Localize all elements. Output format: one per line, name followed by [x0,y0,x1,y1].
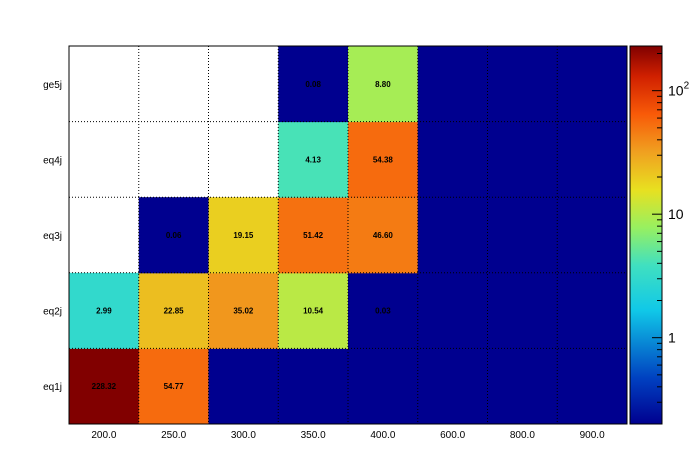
y-tick-label: eq4j [43,155,62,166]
heatmap-cell [487,197,558,274]
cell-value-label: 0.03 [375,307,391,316]
cell-value-label: 35.02 [233,307,254,316]
plot-frame [68,45,628,425]
y-tick-label: eq2j [43,307,62,318]
heatmap-cell [348,121,419,198]
x-tick-label: 900.0 [580,430,605,441]
cell-value-label: 2.99 [96,307,112,316]
cell-value-label: 54.38 [373,155,394,164]
x-tick-label: 600.0 [440,430,465,441]
heatmap-cell [278,197,349,274]
heatmap-cell [557,272,628,349]
x-tick-label: 800.0 [510,430,535,441]
heatmap-cell [557,121,628,198]
heatmap-cell [69,272,140,349]
heatmap-cell [278,348,349,425]
heatmap-cell [138,272,209,349]
heatmap-cell [208,272,279,349]
heatmap-cell [417,348,488,425]
heatmap-cell [417,272,488,349]
heatmap-cell [487,348,558,425]
heatmap-cell [348,272,419,349]
color-scale-tick-exponent: 2 [684,81,690,92]
cell-value-label: 0.06 [166,231,182,240]
heatmap-cell [208,348,279,425]
color-scale-tick-label: 10 [668,206,684,222]
cell-value-label: 22.85 [164,307,185,316]
color-scale-tick-label: 102 [668,81,690,99]
y-tick-label: eq1j [43,382,62,393]
cell-value-label: 46.60 [373,231,394,240]
heatmap-cell [278,46,349,123]
heatmap-cell [417,197,488,274]
heatmap-cell [487,46,558,123]
cell-value-label: 0.08 [305,80,321,89]
heatmap-cell [138,348,209,425]
cell-value-labels: 228.32 54.77 2.99 22.85 35.02 10.54 0.03 0.06 19… [92,80,394,391]
heatmap-cell [278,121,349,198]
cell-value-label: 228.32 [92,382,117,391]
cell-value-label: 10.54 [303,307,324,316]
x-tick-label: 250.0 [161,430,186,441]
y-axis: eq1j eq2j eq3j eq4j ge5j [43,80,62,393]
heatmap-cell [417,121,488,198]
heatmap-cell [348,197,419,274]
heatmap-cell [348,46,419,123]
heatmap-cell [278,272,349,349]
x-tick-label: 200.0 [91,430,116,441]
color-scale-ticks: 1 10 102 [652,52,690,425]
heatmap-cell [138,197,209,274]
x-axis: 200.0 250.0 300.0 350.0 400.0 600.0 800.0 900.0 [91,430,605,441]
y-tick-label: ge5j [43,80,62,91]
heatmap-cell [69,348,140,425]
x-tick-label: 400.0 [370,430,395,441]
color-scale-gradient [629,45,663,425]
heatmap-gridlines [69,46,627,424]
heatmap-cell [557,348,628,425]
heatmap-cell [348,348,419,425]
x-tick-label: 350.0 [301,430,326,441]
cell-value-label: 19.15 [233,231,254,240]
heatmap-cell [417,46,488,123]
x-tick-label: 300.0 [231,430,256,441]
cell-value-label: 4.13 [305,155,321,164]
heatmap-cell [557,197,628,274]
heatmap-cells [69,46,628,425]
y-tick-label: eq3j [43,231,62,242]
heatmap-cell [557,46,628,123]
heatmap-cell [487,272,558,349]
heatmap-cell [208,197,279,274]
color-scale-tick-label: 1 [668,330,676,346]
cell-value-label: 54.77 [164,382,185,391]
color-scale-bar: 1 10 102 [629,45,690,425]
cell-value-label: 8.80 [375,80,391,89]
heatmap-cell [487,121,558,198]
cell-value-label: 51.42 [303,231,324,240]
